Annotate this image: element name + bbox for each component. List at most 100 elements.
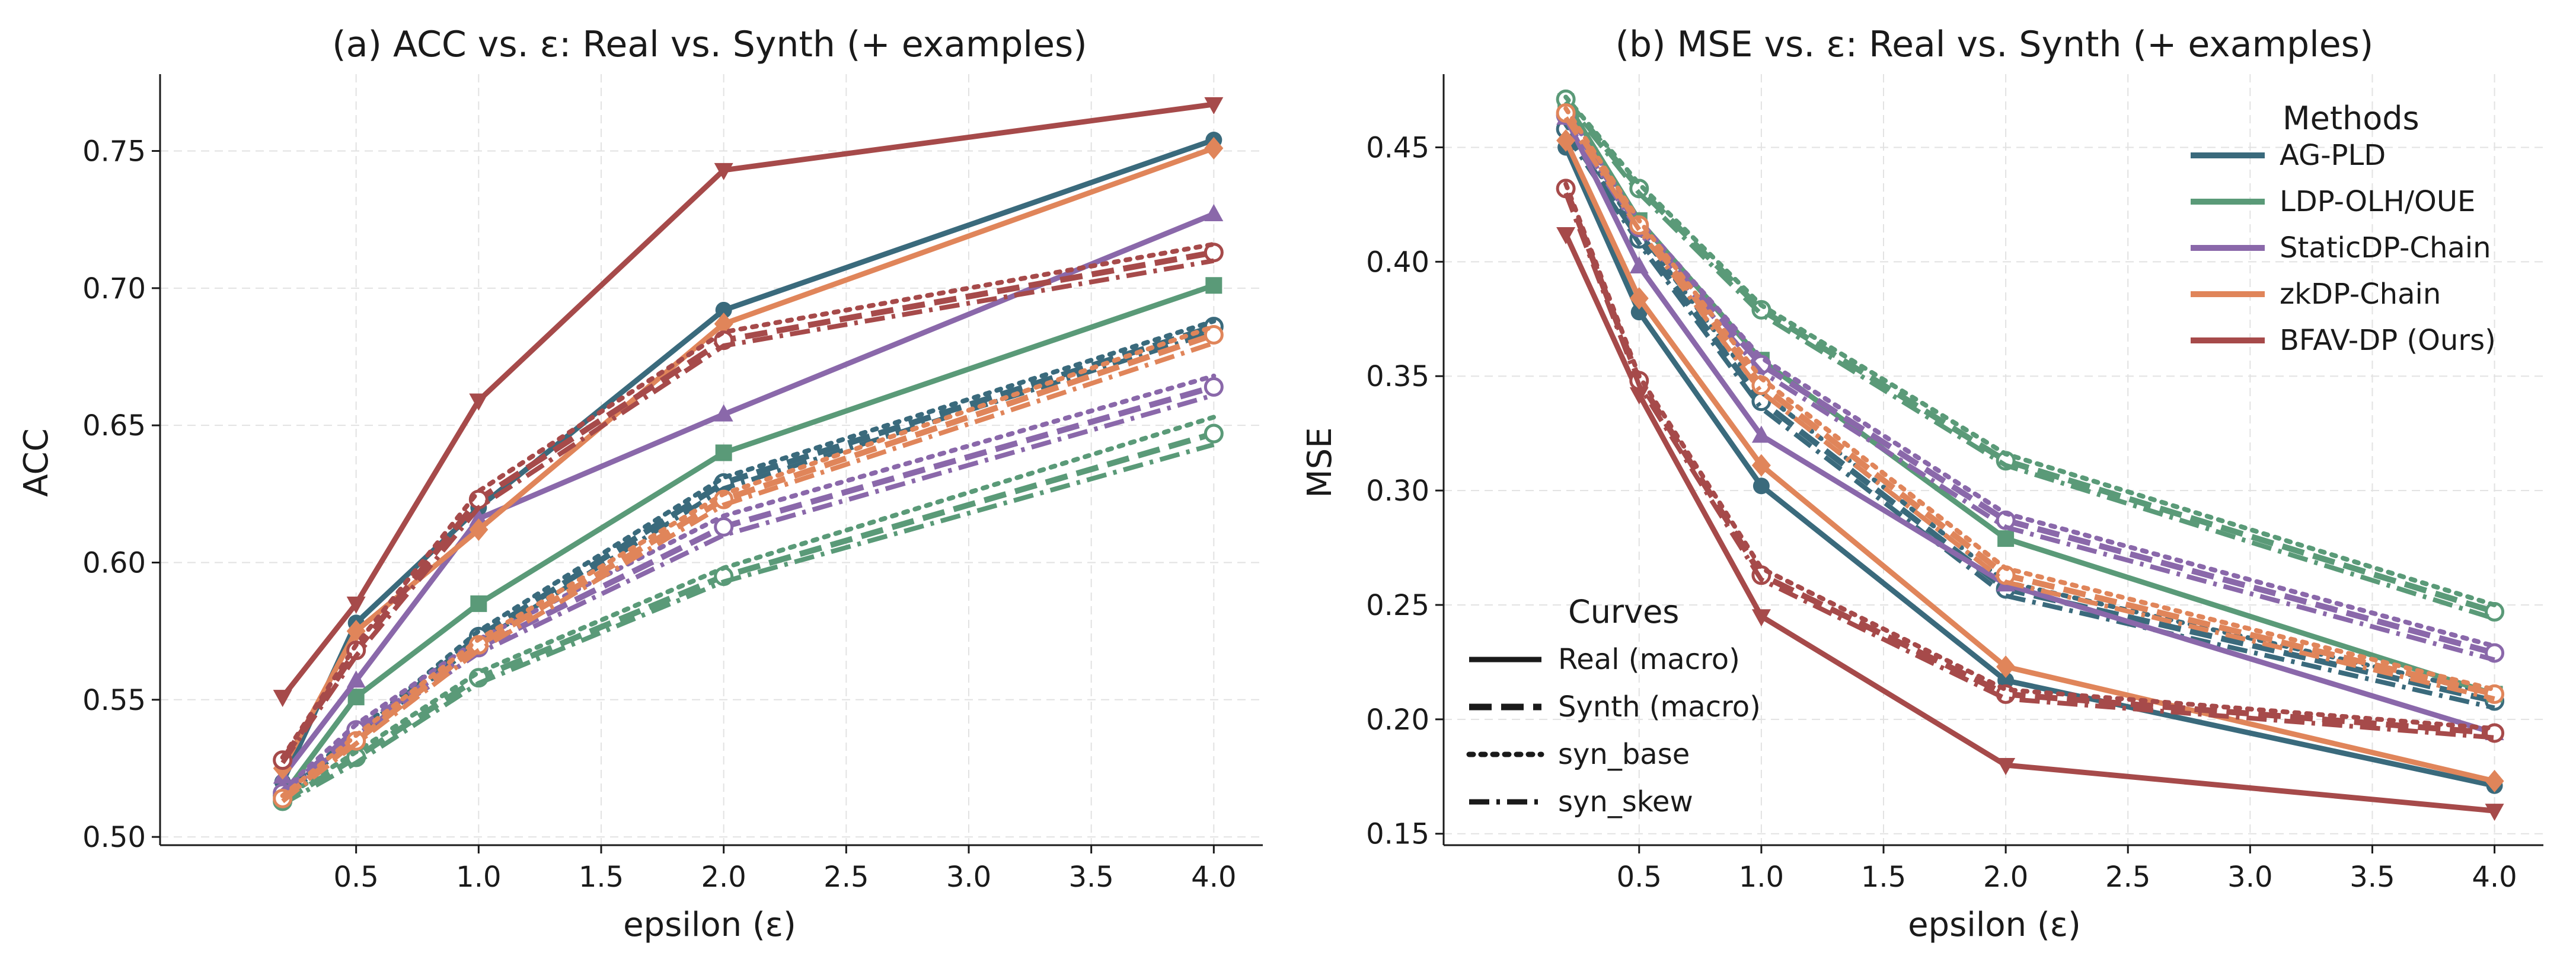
- panel-a-point-zkdp-chain-synth-macro-4: [1204, 325, 1224, 345]
- panel-a-point-ag-pld-real-macro-3: [715, 301, 732, 318]
- panel-b-ytick-label-6: 0.45: [1366, 131, 1429, 164]
- panel-a-xtick-label-5: 3.0: [946, 861, 991, 894]
- panel-b-line-ldp-olh-oue-syn-base: [1563, 94, 2497, 607]
- panel-a-line-zkdp-chain-synth-macro: [280, 332, 1215, 801]
- panel-b-xtick-label-3: 2.0: [1983, 861, 2028, 894]
- legend-methods-item-ldp-olh-oue: LDP-OLH/OUE: [2191, 185, 2475, 218]
- panel-b-ticks: 0.5 1.0 1.5 2.0 2.5 3.0 3.5 4.0 0.15 0.20 0.25 0.30…: [1366, 131, 2517, 894]
- panel-b-line-staticdp-chain-synth-macro: [1563, 113, 2495, 656]
- legend-curve-label-real-macro: Real (macro): [1558, 643, 1740, 676]
- panel-b-point-zkdp-chain-real-macro-4: [2485, 769, 2504, 792]
- panel-a-xtick-label-1: 1.0: [456, 861, 501, 894]
- legend-curves-item-syn-skew: syn_skew: [1469, 785, 1693, 818]
- legend-methods-item-zkdp-chain: zkDP-Chain: [2191, 278, 2441, 311]
- panel-a-point-bfav-dp-ours-real-macro-3: [714, 163, 733, 180]
- panel-a-line-zkdp-chain-syn-base: [280, 324, 1217, 798]
- panel-a-series: [273, 97, 1224, 811]
- panel-a-xtick-label-7: 4.0: [1191, 861, 1236, 894]
- panel-a-xtick-label-2: 1.5: [579, 861, 624, 894]
- panel-a-ytick-label-1: 0.55: [82, 684, 146, 717]
- panel-a-xtick-label-3: 2.0: [701, 861, 746, 894]
- panel-a-line-ldp-olh-oue-syn-base: [280, 415, 1217, 801]
- panel-b-xtick-label-1: 1.0: [1739, 861, 1784, 894]
- legend-curves-item-synth-macro: Synth (macro): [1469, 690, 1761, 724]
- panel-b-xtick-label-6: 3.5: [2350, 861, 2395, 894]
- panel-b-point-ldp-olh-oue-synth-macro-1: [1629, 179, 1649, 199]
- panel-a-ytick-label-3: 0.65: [82, 409, 146, 442]
- panel-b-title: (b) MSE vs. ε: Real vs. Synth (+ example…: [1616, 24, 2374, 65]
- panel-a-point-bfav-dp-ours-real-macro-0: [273, 690, 292, 708]
- panel-a-ticks: 0.5 1.0 1.5 2.0 2.5 3.0 3.5 4.0 0.50 0.55 0.60 0.65…: [82, 135, 1236, 894]
- panel-b-series: [1556, 89, 2505, 821]
- panel-a-line-bfav-dp-ours-syn-base: [280, 241, 1217, 760]
- panel-b-line-ldp-olh-oue-syn-skew: [1563, 100, 2495, 621]
- panel-a-point-zkdp-chain-real-macro-4: [1204, 136, 1224, 160]
- panel-b-xlabel: epsilon (ε): [1908, 906, 2081, 944]
- panel-b-line-bfav-dp-ours-syn-base: [1563, 181, 2497, 731]
- panel-b-ytick-label-4: 0.35: [1366, 360, 1429, 393]
- panel-b-point-zkdp-chain-real-macro-3: [1996, 655, 2016, 679]
- legend-label-zkdp-chain: zkDP-Chain: [2280, 278, 2441, 311]
- panel-b-xtick-label-4: 2.5: [2105, 861, 2150, 894]
- legend-methods-item-bfav-dp-ours: BFAV-DP (Ours): [2191, 324, 2496, 357]
- panel-a-line-bfav-dp-ours-syn-skew: [280, 258, 1214, 764]
- panel-a-ytick-label-0: 0.50: [82, 821, 146, 854]
- legend-label-staticdp-chain: StaticDP-Chain: [2280, 231, 2491, 265]
- panel-a-point-staticdp-chain-synth-macro-3: [714, 517, 734, 537]
- legend-label-ldp-olh-oue: LDP-OLH/OUE: [2280, 185, 2475, 218]
- panel-a-grid: [160, 74, 1263, 845]
- panel-b-line-ldp-olh-oue-synth-macro: [1563, 97, 2496, 615]
- panel-a-point-zkdp-chain-real-macro-2: [469, 518, 489, 541]
- panel-a-acc: 0.5 1.0 1.5 2.0 2.5 3.0 3.5 4.0 0.50 0.55 0.60 0.65…: [17, 24, 1263, 944]
- panel-b-axes: [1442, 74, 2543, 846]
- panel-a-line-ag-pld-syn-base: [280, 318, 1217, 796]
- panel-a-line-ag-pld-synth-macro: [280, 323, 1215, 798]
- legend-curve-label-syn-base: syn_base: [1558, 738, 1690, 771]
- legend-methods-items: AG-PLD LDP-OLH/OUE StaticDP-Chain zkDP-Chai…: [2191, 139, 2496, 357]
- panel-b-xtick-label-7: 4.0: [2472, 861, 2517, 894]
- panel-a-ytick-label-4: 0.70: [82, 272, 146, 305]
- panel-a-xtick-label-4: 2.5: [823, 861, 869, 894]
- panel-b-ytick-label-5: 0.40: [1366, 246, 1429, 279]
- panel-a-title: (a) ACC vs. ε: Real vs. Synth (+ example…: [332, 24, 1087, 65]
- legend-curves: Curves Real (macro) Synth (macro) syn_base…: [1466, 593, 1761, 818]
- panel-b-point-staticdp-chain-real-macro-2: [1751, 425, 1771, 443]
- panel-b-line-zkdp-chain-syn-skew: [1563, 116, 2495, 701]
- panel-b-point-ag-pld-real-macro-3: [1997, 672, 2015, 689]
- legend-curves-items: Real (macro) Synth (macro) syn_base syn_ske…: [1466, 643, 1761, 818]
- panel-a-point-bfav-dp-ours-real-macro-1: [346, 596, 366, 614]
- panel-a-ylabel: ACC: [17, 428, 56, 497]
- legend-methods-title: Methods: [2283, 100, 2419, 137]
- panel-b-point-bfav-dp-ours-real-macro-2: [1751, 609, 1771, 627]
- legend-curve-label-syn-skew: syn_skew: [1558, 785, 1693, 818]
- panel-a-point-staticdp-chain-real-macro-3: [714, 404, 733, 422]
- panel-a-point-bfav-dp-ours-real-macro-2: [469, 393, 489, 411]
- panel-a-line-ldp-olh-oue-syn-skew: [281, 442, 1215, 807]
- panel-b-xtick-label-2: 1.5: [1861, 861, 1906, 894]
- panel-b-line-zkdp-chain-syn-base: [1563, 106, 2497, 692]
- legend-curves-item-real-macro: Real (macro): [1469, 643, 1740, 676]
- panel-b-xtick-label-0: 0.5: [1617, 861, 1662, 894]
- panel-b-point-bfav-dp-ours-real-macro-4: [2485, 804, 2504, 821]
- panel-b-point-bfav-dp-ours-real-macro-1: [1629, 387, 1649, 405]
- legend-methods-item-ag-pld: AG-PLD: [2191, 139, 2386, 172]
- panel-a-point-ldp-olh-oue-synth-macro-4: [1204, 423, 1224, 444]
- panel-a-line-zkdp-chain-syn-skew: [281, 340, 1215, 804]
- panel-b-point-bfav-dp-ours-real-macro-0: [1556, 227, 1576, 245]
- panel-a-point-staticdp-chain-real-macro-1: [346, 670, 366, 688]
- panel-a-ytick-label-5: 0.75: [82, 135, 146, 168]
- legend-methods: Methods AG-PLD LDP-OLH/OUE StaticDP-Chain z…: [2191, 100, 2496, 357]
- panel-b-point-zkdp-chain-real-macro-2: [1751, 454, 1771, 477]
- panel-b-ylabel: MSE: [1301, 427, 1339, 498]
- panel-b-point-bfav-dp-ours-real-macro-3: [1996, 757, 2016, 775]
- panel-a-point-ldp-olh-oue-real-macro-4: [1205, 277, 1222, 294]
- panel-a-point-staticdp-chain-synth-macro-4: [1204, 377, 1224, 397]
- panel-b-ytick-label-1: 0.20: [1366, 703, 1429, 737]
- panel-b-ytick-label-2: 0.25: [1366, 589, 1429, 622]
- panel-b-point-ldp-olh-oue-real-macro-3: [1997, 530, 2015, 547]
- panel-a-point-ldp-olh-oue-real-macro-2: [470, 595, 487, 612]
- legend-label-ag-pld: AG-PLD: [2280, 139, 2386, 172]
- panel-a-point-staticdp-chain-real-macro-2: [469, 508, 489, 526]
- panel-a-ytick-label-2: 0.60: [82, 546, 146, 579]
- panel-b-point-zkdp-chain-real-macro-0: [1556, 129, 1576, 152]
